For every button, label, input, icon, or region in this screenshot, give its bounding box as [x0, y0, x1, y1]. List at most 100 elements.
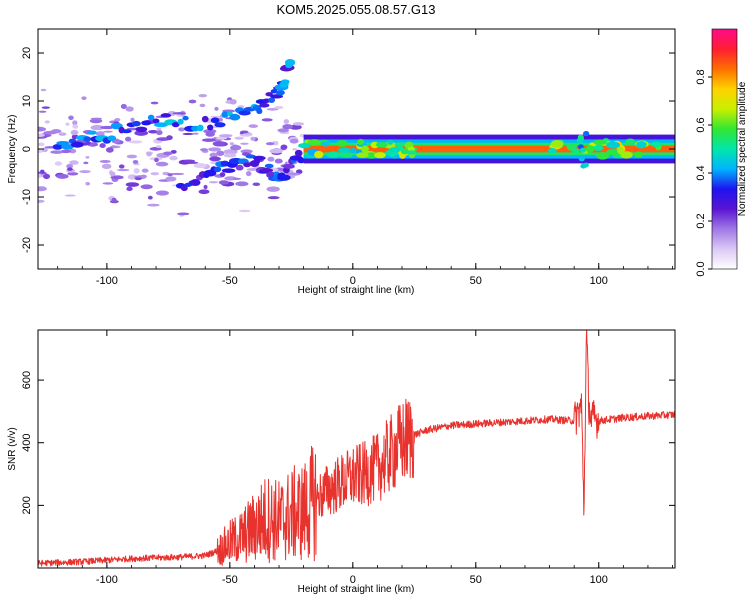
- spectrogram-blob: [209, 152, 218, 158]
- spectrogram-blob: [66, 164, 74, 169]
- spectrogram-blob: [269, 148, 283, 154]
- spectrogram-blob: [130, 117, 135, 123]
- spectrogram-track-blob: [259, 103, 270, 108]
- spectrogram-track-blob: [190, 179, 201, 187]
- spectrogram-blob: [219, 172, 226, 178]
- spectrogram-blob: [67, 172, 79, 176]
- spectrogram-blob: [69, 148, 77, 154]
- spectrogram-carrier-ripple: [298, 143, 311, 149]
- spectrogram-x-tick-label: -100: [96, 275, 118, 287]
- spectrogram-blob: [223, 149, 238, 155]
- spectrogram-blob: [125, 136, 132, 142]
- spectrogram-blob: [99, 159, 111, 163]
- spectrogram-carrier-ripple: [375, 142, 388, 148]
- spectrogram-track-blob: [282, 163, 295, 169]
- spectrogram-carrier-ripple: [326, 151, 341, 158]
- spectrogram-track-blob: [207, 124, 214, 131]
- spectrogram-carrier-ripple: [547, 148, 557, 154]
- spectrogram-track-blob: [268, 97, 276, 103]
- spectrogram-blob: [90, 117, 103, 120]
- spectrogram-carrier-ripple: [577, 138, 584, 144]
- snr-x-label: Height of straight line (km): [298, 584, 415, 595]
- spectrogram-track-blob: [297, 157, 306, 164]
- snr-y-tick-label: 600: [21, 371, 33, 389]
- spectrogram-carrier-ripple: [606, 141, 621, 149]
- spectrogram-blob: [198, 189, 210, 195]
- colorbar-gradient: [711, 28, 738, 270]
- snr-x-tick-label: 0: [350, 574, 356, 586]
- snr-x-axis: -100 -50 0 50 100: [57, 330, 673, 586]
- spectrogram-carrier-ripple: [356, 152, 369, 158]
- spectrogram-x-tick-label: 0: [350, 275, 356, 287]
- spectrogram-blob: [198, 94, 208, 98]
- spectrogram-track-blob: [235, 164, 244, 171]
- spectrogram-blob: [43, 173, 51, 180]
- spectrogram-track-blob: [201, 115, 209, 123]
- spectrogram-track-blob: [294, 149, 303, 157]
- spectrogram-blob: [126, 154, 138, 159]
- spectrogram-blob: [203, 184, 208, 190]
- spectrogram-blob: [103, 130, 113, 133]
- spectrogram-track-blob: [160, 113, 172, 118]
- snr-x-tick-label: -100: [96, 574, 118, 586]
- colorbar-ticks: 0.0 0.2 0.4 0.6 0.8: [695, 69, 712, 277]
- spectrogram-y-tick-label: 20: [21, 47, 33, 59]
- spectrogram-blob: [125, 182, 140, 187]
- colorbar-tick-label: 0.8: [695, 69, 707, 84]
- spectrogram-blob: [101, 163, 112, 170]
- snr-x-tick-label: 100: [590, 574, 608, 586]
- spectrogram-carrier-ripple: [314, 150, 324, 159]
- spectrogram-blob: [188, 99, 197, 104]
- spectrogram-blob: [267, 196, 280, 200]
- spectrogram-blob: [212, 140, 226, 147]
- spectrogram-track-blob: [264, 163, 274, 169]
- spectrogram-blob: [214, 106, 219, 111]
- spectrogram-carrier-ripple: [636, 141, 647, 149]
- spectrogram-blob: [90, 124, 105, 131]
- spectrogram-carrier-ripple: [582, 162, 589, 168]
- spectrogram-blob: [156, 130, 163, 136]
- spectrogram-blob: [155, 161, 169, 167]
- spectrogram-y-tick-label: 10: [21, 95, 33, 107]
- spectrogram-track-blob: [141, 120, 152, 126]
- spectrogram-blob: [89, 118, 103, 124]
- spectrogram-blob: [250, 136, 256, 141]
- spectrogram-blob: [38, 149, 44, 153]
- spectrogram-blob: [120, 103, 127, 109]
- spectrogram-blob: [266, 186, 280, 192]
- spectrogram-carrier-ripple: [625, 138, 636, 146]
- chart-title: KOM5.2025.055.08.57.G13: [276, 2, 435, 17]
- spectrogram-blob: [140, 174, 147, 179]
- spectrogram-blob: [38, 126, 47, 132]
- spectrogram-track-blob: [196, 124, 204, 132]
- spectrogram-carrier-ripple: [349, 147, 357, 154]
- spectrogram-track-blob: [154, 122, 168, 128]
- spectrogram-blob: [118, 164, 125, 169]
- spectrogram-blob: [111, 197, 117, 203]
- spectrogram-blob: [60, 149, 72, 154]
- spectrogram-blob: [70, 129, 79, 136]
- spectrogram-blob: [166, 135, 173, 141]
- spectrogram-carrier-ripple: [337, 147, 352, 153]
- spectrogram-blob: [110, 175, 124, 180]
- spectrogram-blob: [65, 122, 70, 126]
- spectrogram-blob: [109, 171, 116, 177]
- spectrogram-blob: [102, 182, 114, 185]
- spectrogram-track-blob: [253, 155, 266, 161]
- spectrogram-blob: [265, 142, 275, 146]
- spectrogram-blob: [148, 130, 159, 134]
- spectrogram-blob: [156, 145, 162, 149]
- spectrogram-blob: [216, 150, 225, 156]
- spectrogram-blob: [66, 167, 73, 171]
- spectrogram-blob: [178, 127, 185, 132]
- spectrogram-carrier-ripple: [571, 148, 580, 154]
- spectrogram-blob: [274, 105, 284, 109]
- snr-y-label: SNR (v/v): [7, 427, 18, 470]
- spectrogram-blob: [56, 173, 69, 179]
- spectrogram-carrier-ripple: [579, 147, 586, 153]
- spectrogram-track-blob: [107, 135, 117, 141]
- spectrogram-blob: [261, 118, 273, 122]
- spectrogram-blob: [146, 152, 152, 157]
- spectrogram-blob: [177, 212, 190, 216]
- spectrogram-blob: [40, 88, 47, 92]
